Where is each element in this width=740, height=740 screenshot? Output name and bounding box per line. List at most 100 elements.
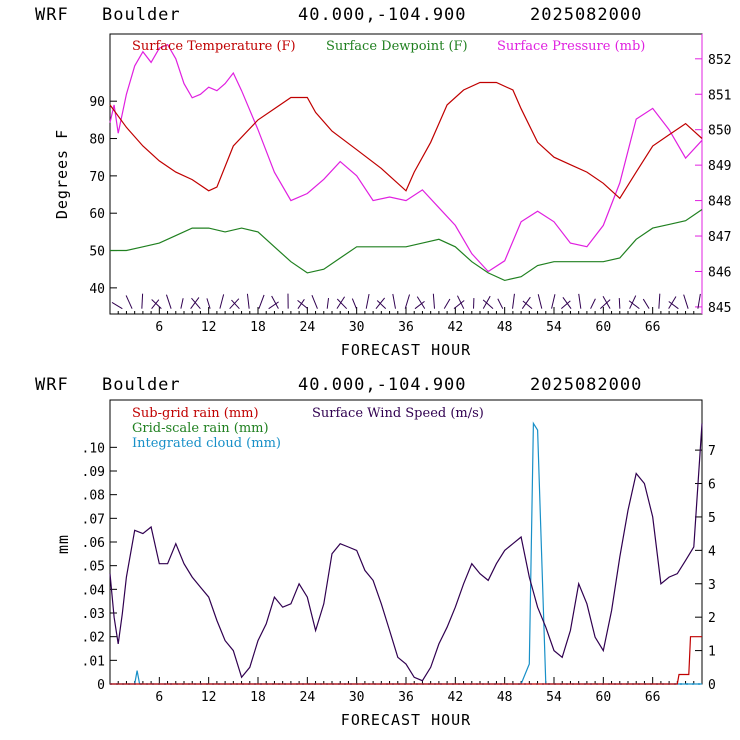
legend-temperature: Surface Temperature (F): [132, 39, 296, 54]
wind-barb: [562, 297, 572, 309]
bottom-y2-tick-label: 3: [708, 578, 716, 593]
top-x-tick-label: 18: [250, 320, 266, 335]
top-series: [109, 43, 703, 310]
top-x-tick-label: 36: [398, 320, 414, 335]
wind-barb: [231, 299, 240, 310]
integrated-cloud-line: [110, 421, 702, 685]
top-x-tick-label: 6: [155, 320, 163, 335]
bottom-x-tick-label: 36: [398, 690, 414, 705]
bottom-x-tick-label: 54: [546, 690, 562, 705]
top-axis-ticks: 6 12 18 24 30 36 42 48 54 60 66 40 50 60 70 80 90 845 846 8…: [89, 53, 731, 335]
wind-barb: [618, 298, 621, 309]
top-x-axis-label: FORECAST HOUR: [341, 341, 471, 359]
wind-barb: [482, 299, 494, 310]
wind-barb: [151, 299, 160, 309]
bottom-y-tick-label: .05: [82, 560, 105, 575]
wind-barb: [521, 296, 531, 309]
top-x-tick-label: 60: [596, 320, 612, 335]
wind-barb: [512, 293, 515, 309]
top-y2-tick-label: 845: [708, 301, 731, 316]
wind-barb: [537, 294, 543, 309]
bottom-x-tick-label: 6: [155, 690, 163, 705]
subgrid-rain-line: [110, 636, 702, 685]
top-coords-label: 40.000,-104.900: [298, 5, 467, 25]
bottom-series: [109, 421, 703, 685]
bottom-axis-ticks: 6 12 18 24 30 36 42 48 54 60 660.01.02.03.04.05.06…: [82, 441, 716, 705]
wind-barb: [326, 298, 330, 309]
wind-barb: [268, 301, 279, 310]
top-x-tick-label: 66: [645, 320, 661, 335]
wind-barb: [453, 300, 465, 310]
bottom-x-tick-label: 24: [300, 690, 316, 705]
bottom-location-label: Boulder: [102, 375, 181, 395]
wind-barb: [246, 293, 250, 309]
top-plot-frame: [109, 33, 703, 315]
bottom-y2-tick-label: 2: [708, 611, 716, 626]
wind-barb: [443, 298, 451, 309]
bottom-x-axis-label: FORECAST HOUR: [341, 711, 471, 729]
wind-barb: [271, 295, 279, 309]
wind-barb: [629, 295, 637, 309]
top-y-tick-label: 40: [89, 282, 105, 297]
wind-barb: [658, 293, 661, 309]
wind-barb: [297, 299, 305, 309]
bottom-y-tick-label: .02: [82, 631, 105, 646]
wind-barb: [457, 295, 465, 309]
wind-barb: [497, 298, 504, 309]
bottom-y-tick-label: .04: [82, 583, 106, 598]
bottom-y2-tick-label: 1: [708, 645, 716, 660]
top-y2-tick-label: 849: [708, 159, 731, 174]
top-y2-tick-label: 847: [708, 230, 731, 245]
bottom-y-tick-label: .06: [82, 536, 105, 551]
bottom-x-tick-label: 48: [497, 690, 513, 705]
bottom-y2-tick-label: 0: [708, 678, 716, 693]
legend-subgrid-rain: Sub-grid rain (mm): [132, 406, 259, 421]
top-x-tick-label: 30: [349, 320, 365, 335]
wind-barb: [599, 299, 611, 310]
wind-barb: [191, 297, 201, 309]
bottom-y-tick-label: .03: [82, 607, 105, 622]
bottom-y-tick-label: 0: [97, 678, 105, 693]
wind-barb: [376, 300, 387, 310]
bottom-coords-label: 40.000,-104.900: [298, 375, 467, 395]
legend-gridscale-rain: Grid-scale rain (mm): [132, 421, 269, 436]
legend-dewpoint: Surface Dewpoint (F): [326, 39, 468, 54]
wind-barb: [668, 301, 679, 310]
dewpoint-line: [110, 209, 703, 282]
bottom-y-tick-label: .10: [82, 441, 105, 456]
wind-barb: [602, 295, 611, 309]
wind-barb: [141, 293, 144, 309]
wind-barb: [165, 294, 172, 309]
top-x-tick-label: 24: [300, 320, 316, 335]
legend-pressure: Surface Pressure (mb): [497, 39, 645, 54]
wind-barb: [560, 300, 571, 310]
top-y2-tick-label: 852: [708, 53, 731, 68]
pressure-line: [109, 43, 703, 273]
bottom-date-label: 2025082000: [530, 375, 642, 395]
top-y-tick-label: 80: [89, 133, 105, 148]
legend-integrated-cloud: Integrated cloud (mm): [132, 436, 281, 451]
wind-barb: [336, 298, 348, 310]
wind-barb: [522, 300, 533, 310]
legend-wind-speed: Surface Wind Speed (m/s): [312, 406, 484, 421]
bottom-y-tick-label: .07: [82, 512, 105, 527]
wind-barb: [219, 294, 225, 309]
bottom-model-label: WRF: [35, 375, 69, 395]
wind-barb: [190, 297, 200, 309]
top-y-tick-label: 70: [89, 170, 105, 185]
wind-barb: [392, 293, 396, 309]
bottom-y2-tick-label: 5: [708, 511, 716, 526]
bottom-y-tick-label: .01: [82, 654, 105, 669]
bottom-x-tick-label: 12: [201, 690, 217, 705]
wind-barb: [206, 298, 211, 309]
bottom-x-tick-label: 60: [596, 690, 612, 705]
wind-barb: [297, 299, 308, 310]
bottom-x-tick-label: 42: [448, 690, 464, 705]
bottom-x-tick-label: 30: [349, 690, 365, 705]
wind-barb: [151, 299, 162, 310]
wind-barb: [642, 298, 650, 309]
wind-barb: [432, 293, 435, 309]
wind-speed-line: [109, 423, 703, 682]
bottom-y-axis-label: mm: [54, 534, 72, 554]
wind-barb: [628, 300, 640, 310]
